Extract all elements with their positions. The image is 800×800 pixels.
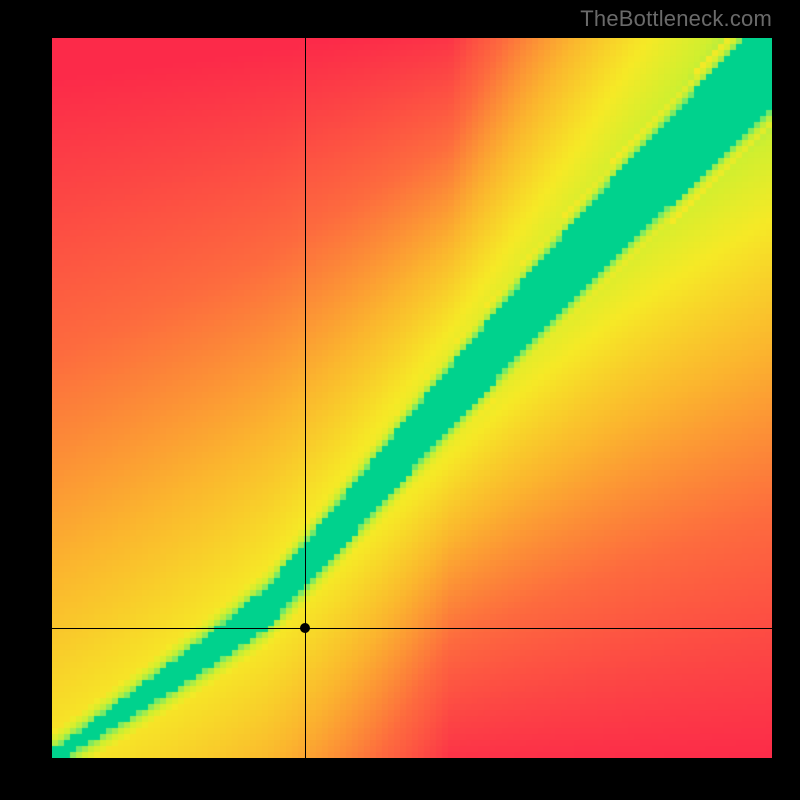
crosshair-marker [300,623,310,633]
bottleneck-heatmap [52,38,772,758]
crosshair-horizontal [52,628,772,629]
heatmap-canvas [52,38,772,758]
attribution-text: TheBottleneck.com [580,6,772,32]
crosshair-vertical [305,38,306,758]
